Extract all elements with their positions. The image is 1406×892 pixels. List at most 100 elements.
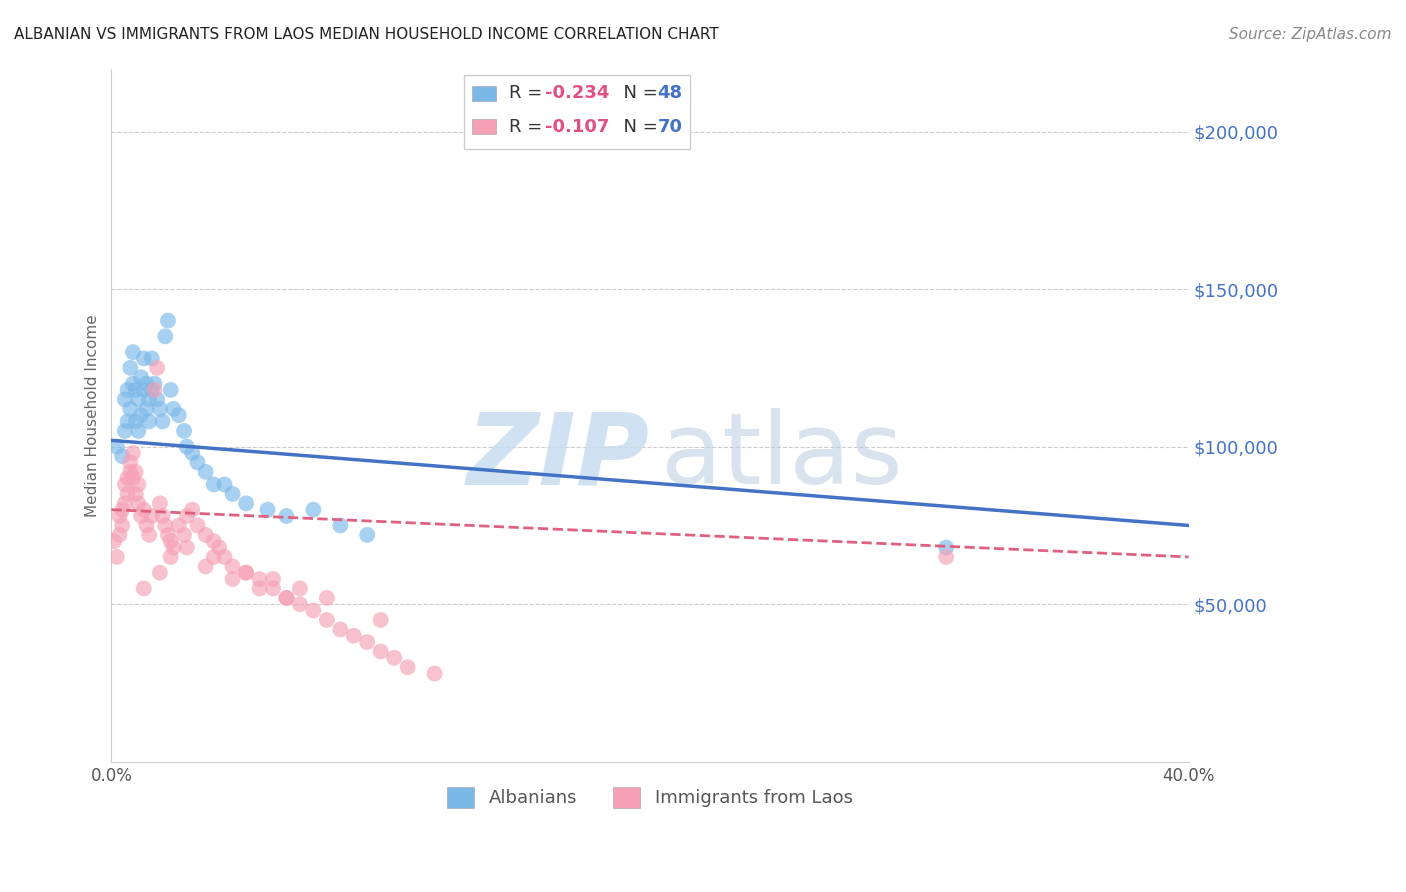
Point: [202, 549, 225, 564]
Text: 70: 70: [658, 118, 682, 136]
Point: [129, 408, 152, 422]
Point: [135, 401, 157, 416]
Point: [108, 528, 131, 542]
Point: [132, 502, 155, 516]
Bar: [472, 120, 496, 135]
Point: [152, 508, 174, 523]
Point: [173, 424, 195, 438]
Point: [103, 534, 125, 549]
Point: [114, 392, 136, 407]
Point: [117, 414, 139, 428]
Point: [143, 383, 166, 397]
Point: [370, 613, 392, 627]
Point: [155, 518, 177, 533]
Point: [162, 541, 184, 555]
Text: N =: N =: [612, 85, 664, 103]
Point: [202, 477, 225, 491]
Point: [149, 566, 172, 580]
Point: [127, 392, 149, 407]
Point: [176, 541, 198, 555]
Point: [262, 572, 284, 586]
Point: [122, 446, 145, 460]
Point: [120, 465, 142, 479]
Point: [162, 401, 184, 416]
Point: [370, 644, 392, 658]
Point: [181, 446, 204, 460]
Text: -0.107: -0.107: [546, 118, 610, 136]
Point: [187, 518, 209, 533]
Point: [120, 455, 142, 469]
Point: [173, 528, 195, 542]
Point: [194, 528, 217, 542]
Point: [935, 549, 957, 564]
Point: [235, 566, 257, 580]
Point: [288, 597, 311, 611]
Point: [124, 414, 146, 428]
Point: [146, 392, 169, 407]
Text: ZIP: ZIP: [467, 409, 650, 505]
Point: [262, 582, 284, 596]
Point: [149, 496, 172, 510]
Point: [156, 528, 179, 542]
Point: [122, 376, 145, 391]
Bar: [472, 86, 496, 101]
Point: [276, 591, 298, 605]
Point: [122, 471, 145, 485]
Point: [156, 313, 179, 327]
Point: [135, 518, 157, 533]
Text: Source: ZipAtlas.com: Source: ZipAtlas.com: [1229, 27, 1392, 42]
Point: [124, 487, 146, 501]
Point: [935, 541, 957, 555]
Point: [382, 650, 405, 665]
Point: [235, 566, 257, 580]
Point: [132, 351, 155, 366]
Point: [187, 455, 209, 469]
Point: [143, 376, 166, 391]
Point: [221, 559, 243, 574]
Text: R =: R =: [509, 118, 548, 136]
Point: [122, 345, 145, 359]
Point: [132, 582, 155, 596]
Point: [423, 666, 446, 681]
Point: [221, 487, 243, 501]
Text: R =: R =: [509, 85, 548, 103]
Point: [176, 440, 198, 454]
Point: [117, 487, 139, 501]
Point: [117, 383, 139, 397]
Point: [214, 549, 236, 564]
Point: [159, 549, 181, 564]
Text: atlas: atlas: [661, 409, 903, 505]
Point: [149, 401, 172, 416]
Point: [302, 603, 325, 617]
Y-axis label: Median Household Income: Median Household Income: [86, 314, 100, 516]
FancyBboxPatch shape: [464, 76, 690, 149]
Point: [155, 329, 177, 343]
Point: [111, 518, 134, 533]
Point: [302, 502, 325, 516]
Point: [194, 559, 217, 574]
Point: [396, 660, 419, 674]
Point: [105, 549, 128, 564]
Point: [124, 465, 146, 479]
Point: [276, 591, 298, 605]
Point: [315, 591, 337, 605]
Point: [167, 518, 190, 533]
Point: [129, 370, 152, 384]
Point: [138, 414, 160, 428]
Point: [120, 360, 142, 375]
Point: [146, 360, 169, 375]
Point: [315, 613, 337, 627]
Point: [132, 383, 155, 397]
Point: [214, 477, 236, 491]
Point: [256, 502, 278, 516]
Point: [111, 449, 134, 463]
Point: [141, 508, 163, 523]
Point: [117, 471, 139, 485]
Point: [120, 401, 142, 416]
Point: [105, 440, 128, 454]
Point: [356, 528, 378, 542]
Point: [235, 496, 257, 510]
Point: [114, 424, 136, 438]
Point: [138, 392, 160, 407]
Point: [152, 414, 174, 428]
